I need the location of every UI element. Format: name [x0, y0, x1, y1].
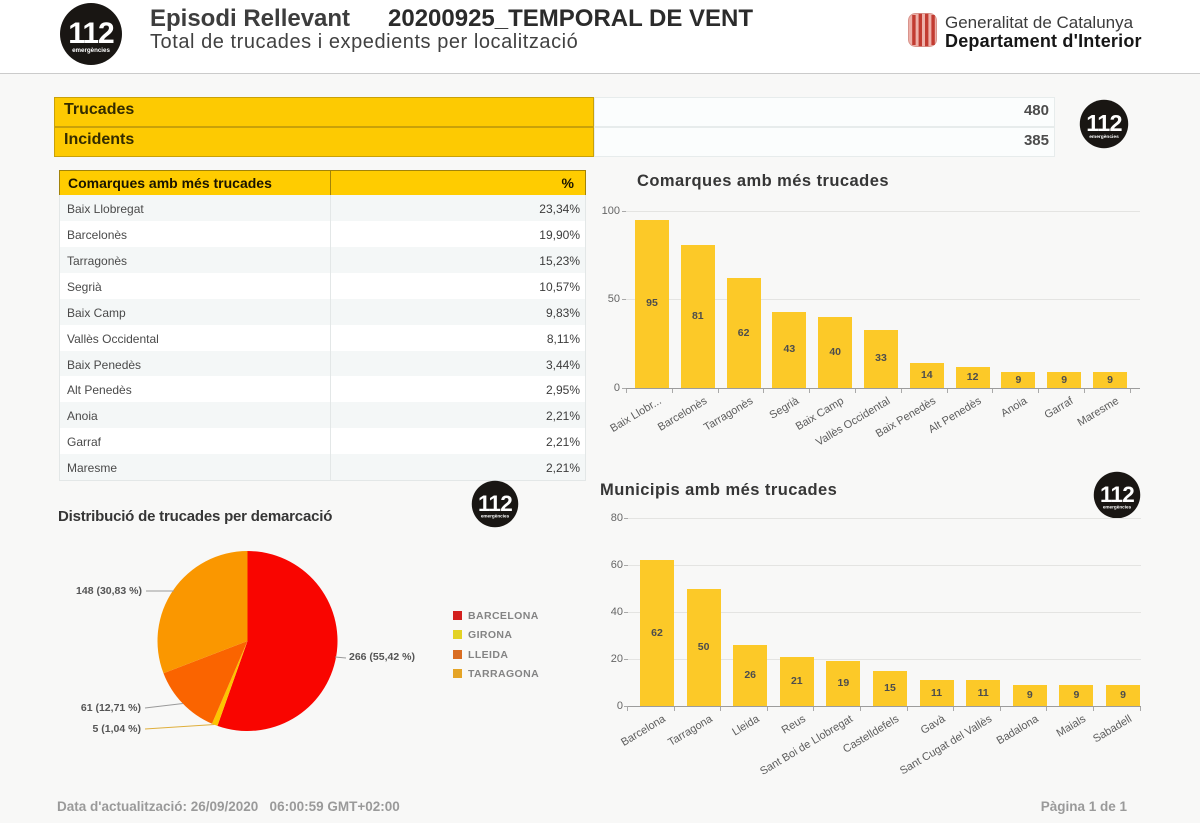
svg-text:112: 112 — [1086, 110, 1122, 136]
svg-text:112: 112 — [478, 491, 512, 516]
svg-text:emergències: emergències — [481, 514, 510, 519]
svg-text:emergències: emergències — [1089, 134, 1119, 140]
svg-text:emergències: emergències — [1103, 505, 1132, 510]
svg-text:112: 112 — [68, 17, 114, 50]
svg-text:112: 112 — [1100, 482, 1134, 507]
svg-text:emergències: emergències — [72, 47, 110, 54]
